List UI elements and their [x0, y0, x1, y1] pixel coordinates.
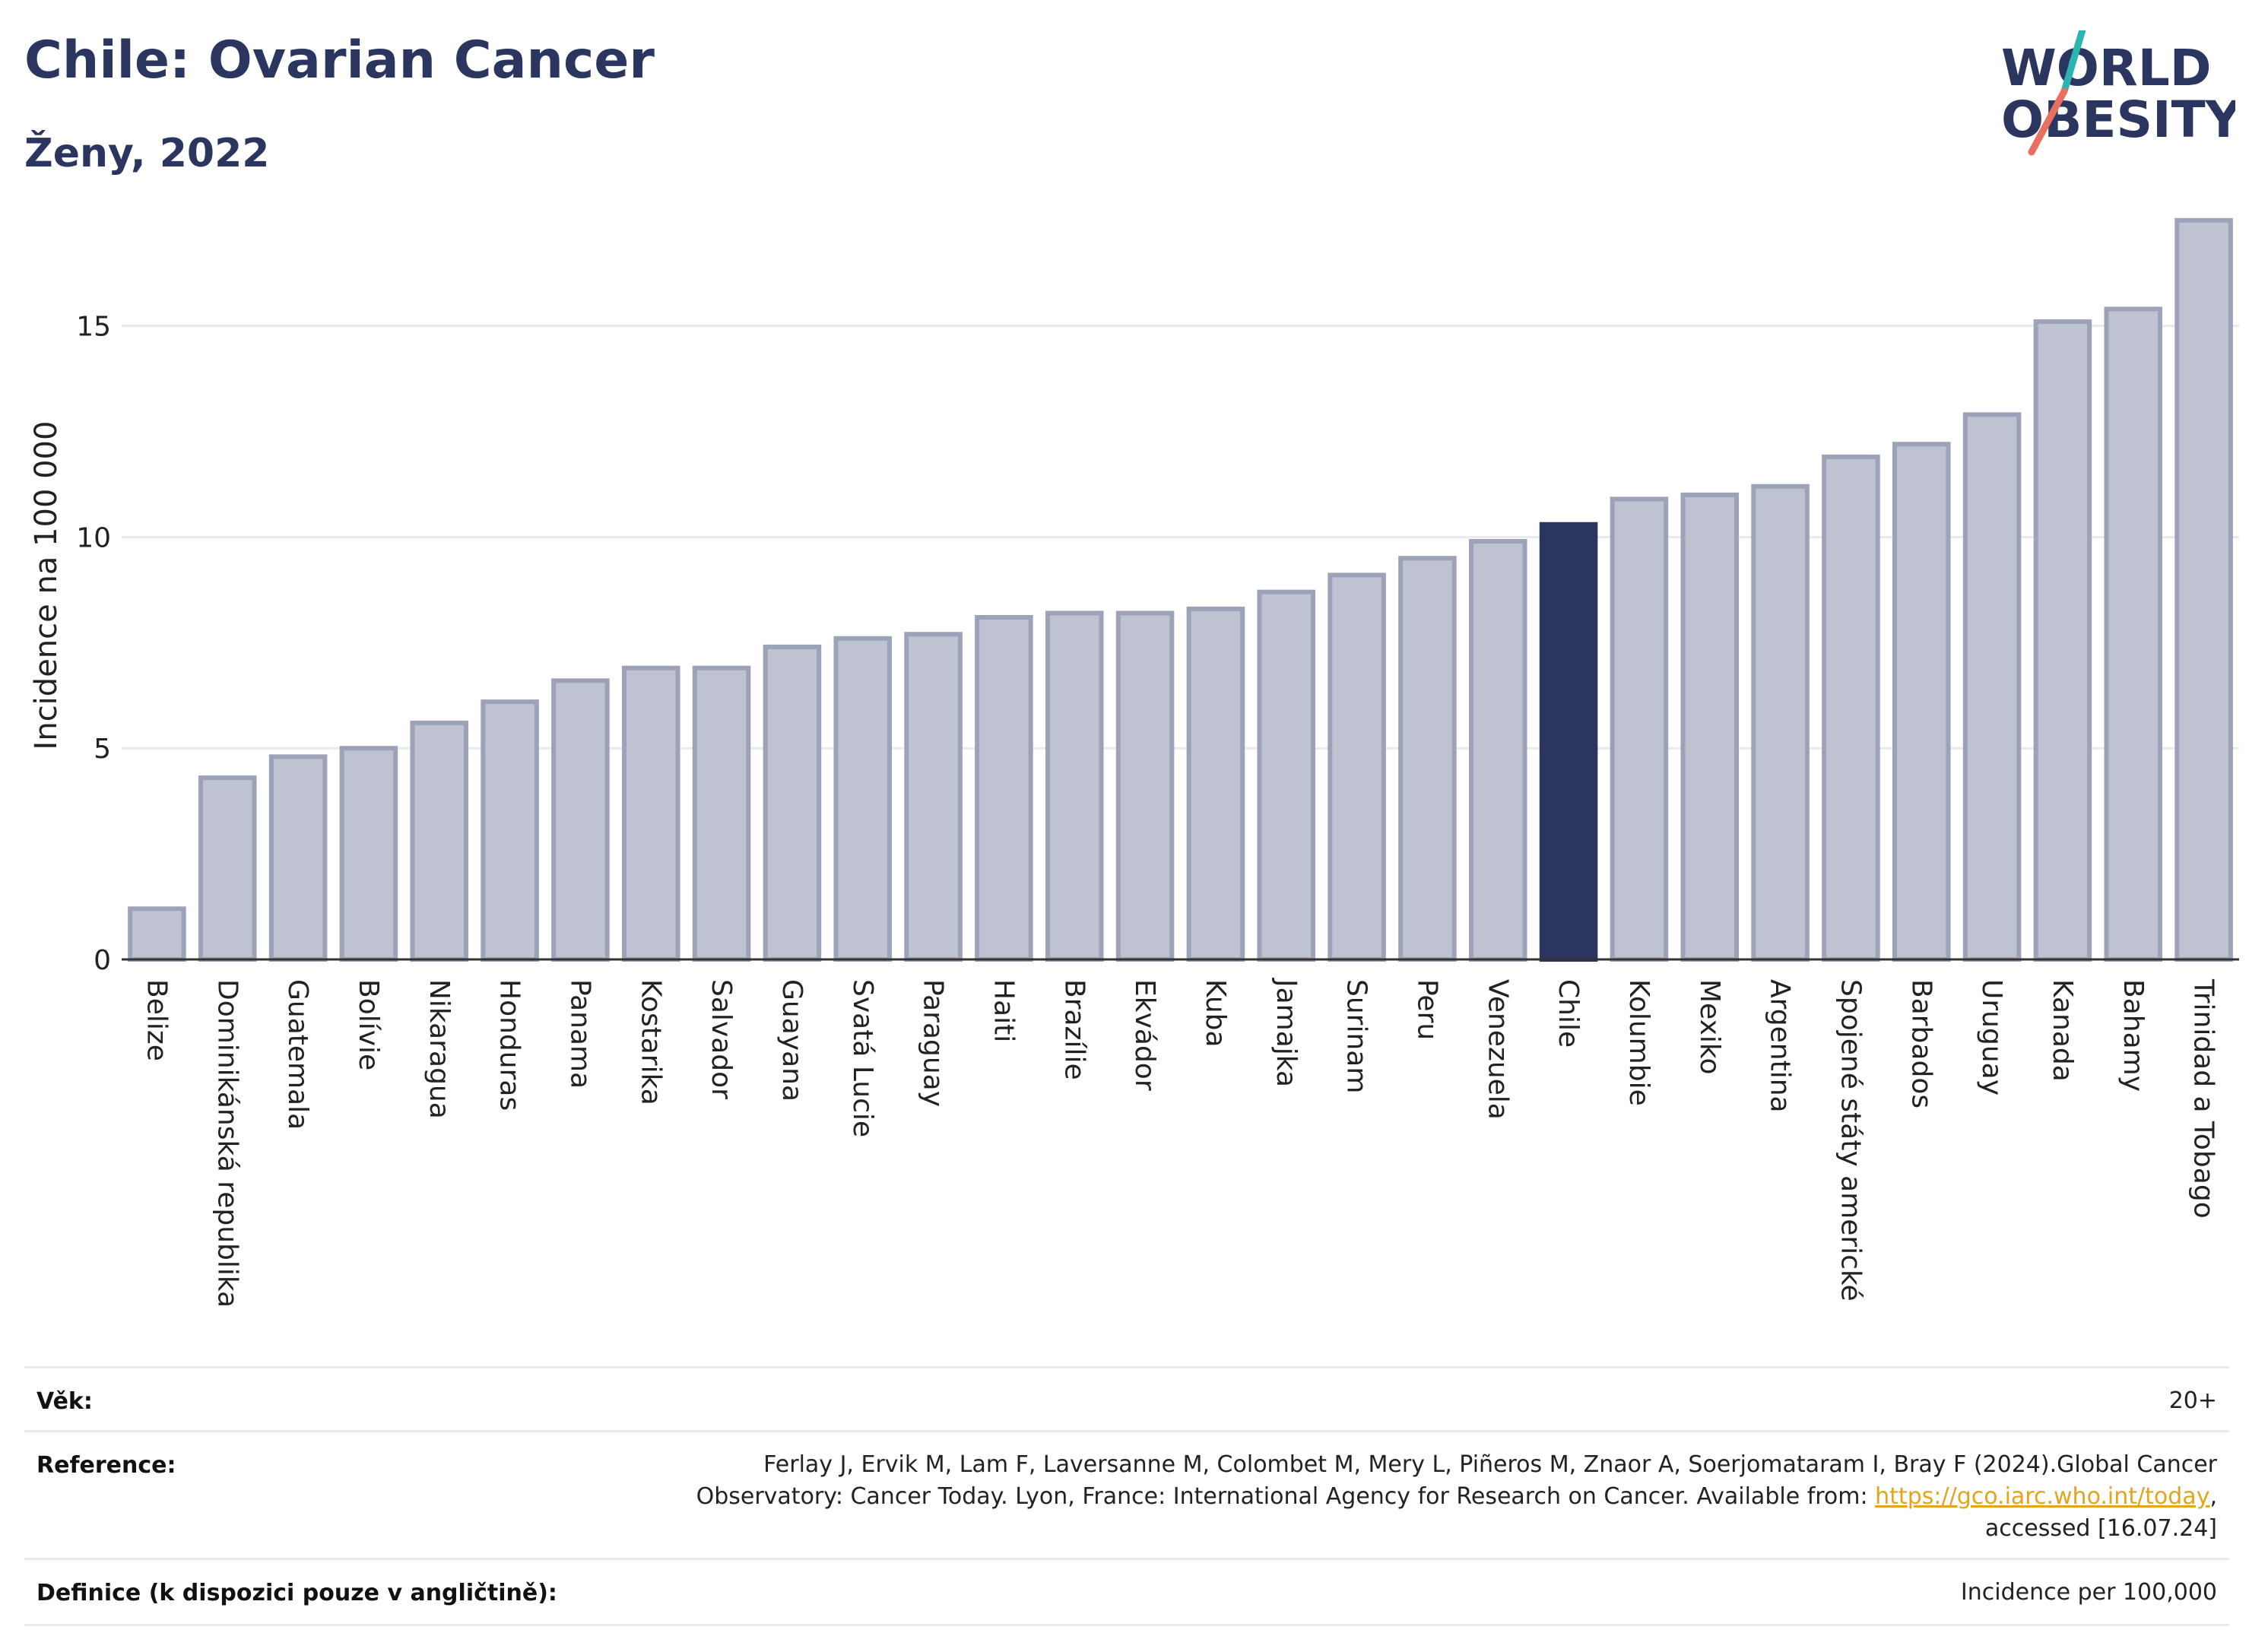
bar-salvador: [692, 665, 751, 962]
x-tick-label: Honduras: [494, 979, 525, 1111]
bar-uruguay: [1962, 412, 2022, 962]
x-tick-label: Spojené státy americké: [1835, 979, 1866, 1302]
bar-chart: 0 5 10 15 Belize Dominikánská republika Guate…: [29, 217, 2239, 1308]
bar-kostarika: [621, 665, 680, 962]
x-tick-label: Kuba: [1200, 979, 1231, 1048]
reference-line-2-text: Observatory: Cancer Today. Lyon, France:…: [696, 1483, 1876, 1510]
bar-jamajka: [1257, 589, 1316, 962]
reference-line-2-end: ,: [2209, 1483, 2217, 1510]
age-label: Věk:: [36, 1388, 93, 1415]
x-tick-label: Venezuela: [1482, 979, 1513, 1120]
reference-link[interactable]: https://gco.iarc.who.int/today: [1875, 1483, 2210, 1510]
reference-value: Ferlay J, Ervik M, Lam F, Laversanne M, …: [696, 1449, 2217, 1545]
x-tick-label: Peru: [1411, 979, 1442, 1040]
y-tick-label: 5: [94, 734, 111, 765]
meta-row-definition: Definice (k dispozici pouze v angličtině…: [24, 1558, 2229, 1626]
gridlines: [122, 325, 2239, 750]
x-tick-label: Kolumbie: [1623, 979, 1654, 1106]
bar-spojené-státy-americké: [1822, 454, 1880, 962]
bar-trinidad-a-tobago: [2174, 217, 2233, 962]
bar-bolívie: [339, 746, 398, 962]
x-tick-label: Belize: [141, 979, 172, 1061]
x-tick-label: Dominikánská republika: [211, 979, 243, 1308]
bar-belize: [128, 906, 186, 962]
x-tick-label: Paraguay: [918, 979, 949, 1107]
y-tick-label: 10: [76, 522, 111, 553]
reference-line-1: Ferlay J, Ervik M, Lam F, Laversanne M, …: [763, 1451, 2217, 1478]
bar-venezuela: [1468, 539, 1527, 962]
x-tick-label: Surinam: [1341, 979, 1372, 1093]
page-title: Chile: Ovarian Cancer: [24, 30, 655, 90]
bar-argentina: [1751, 484, 1810, 962]
definition-label: Definice (k dispozici pouze v angličtině…: [36, 1580, 557, 1606]
x-tick-label: Mexiko: [1694, 979, 1725, 1074]
x-tick-label: Bahamy: [2117, 979, 2149, 1092]
bar-kolumbie: [1610, 496, 1669, 962]
bar-surinam: [1328, 572, 1386, 962]
bar-mexiko: [1680, 492, 1740, 962]
page-subtitle: Ženy, 2022: [24, 131, 270, 176]
x-tick-label: Uruguay: [1976, 979, 2007, 1096]
bar-kuba: [1186, 606, 1245, 962]
bar-ekvádor: [1115, 610, 1175, 962]
bar-chile: [1539, 522, 1598, 962]
reference-line-3: accessed [16.07.24]: [1984, 1515, 2217, 1542]
x-tick-label: Guatemala: [282, 979, 313, 1130]
logo-text-world: WORLD: [2001, 39, 2212, 97]
x-tick-label: Kostarika: [635, 979, 666, 1105]
x-tick-label: Jamajka: [1270, 978, 1302, 1087]
category-labels: Belize Dominikánská republika Guatemala Bol…: [141, 978, 2219, 1308]
x-tick-label: Argentina: [1765, 979, 1796, 1113]
bar-bahamy: [2104, 306, 2163, 962]
meta-row-reference: Reference: Ferlay J, Ervik M, Lam F, Lav…: [24, 1430, 2229, 1560]
bar-nikaragua: [410, 720, 469, 962]
bar-honduras: [481, 699, 539, 962]
bar-svatá-lucie: [833, 636, 893, 962]
reference-label: Reference:: [36, 1452, 176, 1479]
meta-row-age: Věk: 20+: [24, 1366, 2229, 1432]
x-tick-label: Ekvádor: [1129, 979, 1160, 1091]
world-obesity-logo: WORLD OBESITY: [2001, 30, 2235, 156]
axes: 0 5 10 15: [76, 312, 2239, 976]
x-tick-label: Kanada: [2047, 979, 2078, 1082]
x-tick-label: Guayana: [776, 979, 807, 1102]
x-tick-label: Nikaragua: [423, 979, 455, 1119]
x-tick-label: Chile: [1553, 979, 1584, 1048]
x-tick-label: Brazílie: [1058, 979, 1090, 1080]
bar-guatemala: [268, 754, 328, 962]
x-tick-label: Salvador: [706, 979, 737, 1099]
bar-paraguay: [904, 632, 963, 962]
x-tick-label: Barbados: [1905, 979, 1937, 1108]
logo-slash-teal: [2060, 30, 2086, 95]
x-tick-label: Svatá Lucie: [847, 979, 878, 1137]
bars: [128, 217, 2233, 962]
reference-line-2: Observatory: Cancer Today. Lyon, France:…: [696, 1481, 2217, 1513]
bar-brazílie: [1045, 610, 1104, 962]
age-value: 20+: [2168, 1387, 2217, 1414]
bar-barbados: [1892, 442, 1951, 962]
x-tick-label: Bolívie: [353, 979, 384, 1070]
x-tick-label: Panama: [564, 979, 595, 1089]
definition-value: Incidence per 100,000: [1960, 1579, 2217, 1606]
y-tick-label: 0: [94, 945, 111, 976]
bar-guayana: [763, 644, 822, 962]
bar-peru: [1398, 556, 1457, 962]
bar-panama: [551, 678, 610, 962]
y-tick-label: 15: [76, 312, 111, 343]
bar-dominikánská-republika: [198, 775, 257, 962]
x-tick-label: Trinidad a Tobago: [2188, 978, 2219, 1219]
bar-kanada: [2033, 319, 2092, 962]
x-tick-label: Haiti: [988, 979, 1019, 1042]
logo-slash-red: [2028, 87, 2068, 156]
bar-haiti: [975, 615, 1033, 962]
y-axis-label: Incidence na 100 000: [29, 421, 64, 750]
